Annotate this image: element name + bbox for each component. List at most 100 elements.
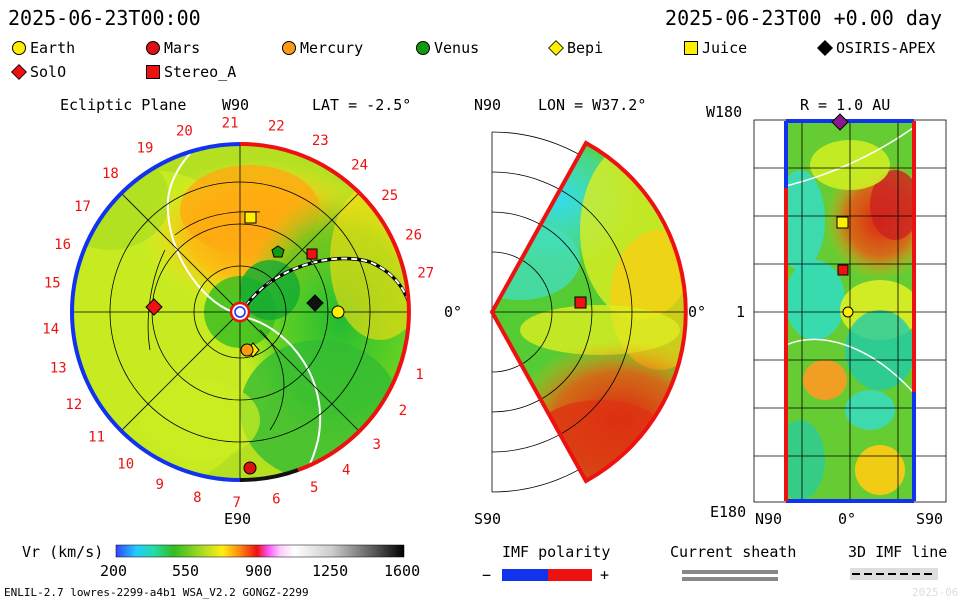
rotation-number: 5 [310, 480, 318, 496]
panel3-top-left-label: W180 [706, 103, 743, 121]
stereo-a-marker-meridional [574, 296, 587, 309]
panel2-top-label: N90 [474, 96, 502, 114]
imf-negative-swatch [502, 569, 548, 581]
rotation-number: 25 [381, 188, 398, 204]
rotation-number: 21 [222, 115, 239, 131]
rotation-number: 20 [176, 123, 193, 139]
legend-venus: Venus [416, 39, 479, 57]
legend-label: Bepi [567, 39, 604, 57]
imf-line-swatch [850, 568, 938, 580]
mars-marker [243, 461, 257, 475]
rotation-number: 8 [193, 490, 201, 506]
panel1-title: Ecliptic Plane [60, 96, 187, 114]
legend-solo: SolO [11, 63, 67, 81]
current-sheath-swatch [682, 570, 778, 581]
panel2-lon: LON = W37.2° [538, 96, 647, 114]
legend-bepi: Bepi [548, 39, 604, 57]
rotation-number: 18 [102, 166, 119, 182]
solo-marker [145, 298, 163, 316]
earth-marker [331, 305, 345, 319]
circle-icon [146, 41, 160, 55]
panel1-lat: LAT = -2.5° [312, 96, 412, 114]
panel2-right-label: 0° [688, 303, 707, 321]
juice-marker-map [836, 216, 849, 229]
legend-osiris-apex: OSIRIS-APEX [817, 39, 936, 57]
legend-label: Mercury [300, 39, 364, 57]
colorbar-tick-900: 900 [245, 562, 273, 580]
legend-stereo-a: Stereo_A [146, 63, 236, 81]
rotation-number: 16 [54, 237, 71, 253]
rotation-number: 17 [74, 199, 91, 215]
colorbar-tick-550: 550 [172, 562, 200, 580]
legend-label: Stereo_A [164, 63, 237, 81]
footer-date: 2025-06-24 [912, 586, 960, 599]
square-icon [684, 41, 698, 55]
legend-mercury: Mercury [282, 39, 363, 57]
circle-icon [416, 41, 430, 55]
rotation-number: 1 [415, 367, 423, 383]
legend-juice: Juice [684, 39, 747, 57]
juice-marker [244, 211, 257, 224]
r1au-map-panel [753, 113, 947, 503]
imf-positive-swatch [548, 569, 592, 581]
panel3-bottom-label-s90: S90 [916, 510, 944, 528]
panel1-right-label: 0° [444, 303, 463, 321]
rotation-number: 27 [417, 266, 434, 282]
colorbar-tick-1600: 1600 [384, 562, 421, 580]
legend-label: Earth [30, 39, 76, 57]
panel1-top-label: W90 [222, 96, 250, 114]
timestamp-left: 2025-06-23T00:00 [8, 6, 201, 30]
imf-polarity-label: IMF polarity [502, 543, 611, 561]
rotation-number: 13 [50, 361, 67, 377]
rotation-number: 22 [268, 119, 285, 135]
panel3-title: R = 1.0 AU [800, 96, 891, 114]
panel3-mid-left-label: 1 [736, 303, 746, 321]
mercury-marker [240, 343, 254, 357]
circle-icon [12, 41, 26, 55]
panel1-bottom-label: E90 [224, 510, 252, 528]
imf-minus-label: − [482, 566, 492, 584]
panel3-bottom-label-0: 0° [838, 510, 857, 528]
panel2-bottom-label: S90 [474, 510, 502, 528]
rotation-number: 24 [351, 157, 368, 173]
circle-icon [282, 41, 296, 55]
rotation-number: 26 [405, 228, 422, 244]
legend-label: OSIRIS-APEX [836, 39, 936, 57]
rotation-number: 3 [372, 437, 380, 453]
rotation-number: 2 [399, 403, 407, 419]
osiris-apex-marker [306, 294, 324, 312]
panel3-bottom-left-label: E180 [710, 503, 747, 521]
stereo-a-marker [306, 248, 318, 260]
rotation-number: 19 [137, 141, 154, 157]
panel3-bottom-label-n90: N90 [755, 510, 783, 528]
rotation-number: 15 [44, 275, 61, 291]
legend-earth: Earth [12, 39, 75, 57]
colorbar-tick-1250: 1250 [312, 562, 349, 580]
colorbar-label: Vr (km/s) [22, 543, 104, 561]
legend-label: Juice [702, 39, 748, 57]
venus-marker [271, 245, 285, 258]
current-sheath-label: Current sheath [670, 543, 797, 561]
vr-colorbar [115, 544, 405, 558]
rotation-number: 12 [65, 397, 82, 413]
rotation-number: 6 [272, 492, 280, 508]
earth-marker-map [842, 306, 854, 318]
imf-line-label: 3D IMF line [848, 543, 948, 561]
rotation-number: 14 [42, 322, 59, 338]
rotation-number: 23 [312, 133, 329, 149]
timestamp-right: 2025-06-23T00 +0.00 day [665, 6, 942, 30]
legend-mars: Mars [146, 39, 200, 57]
legend-label: Venus [434, 39, 480, 57]
legend-label: Mars [164, 39, 201, 57]
rotation-number: 9 [155, 477, 163, 493]
solo-marker-map [831, 113, 849, 131]
rotation-number: 10 [117, 457, 134, 473]
legend-label: SolO [30, 63, 67, 81]
rotation-number: 11 [88, 430, 105, 446]
rotation-number: 4 [342, 463, 350, 479]
model-info-footer: ENLIL-2.7 lowres-2299-a4b1 WSA_V2.2 GONG… [4, 586, 309, 599]
square-icon [146, 65, 160, 79]
